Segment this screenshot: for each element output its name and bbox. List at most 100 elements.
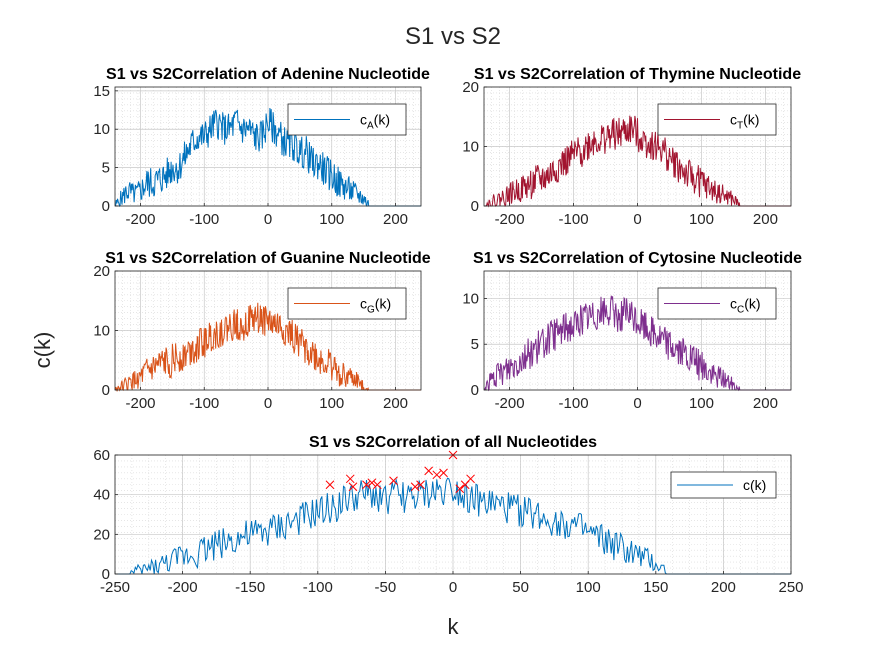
x-tick-label: 0 (449, 579, 457, 596)
peak-marker (345, 474, 355, 484)
peak-marker (389, 476, 398, 486)
peak-marker-stroke (416, 480, 425, 490)
x-tick-label: 200 (383, 211, 408, 228)
y-tick-label: 10 (462, 139, 479, 156)
legend: c(k) (670, 471, 777, 499)
panel-title: S1 vs S2Correlation of Thymine Nucleotid… (474, 66, 801, 83)
peak-marker-stroke (372, 480, 382, 490)
x-tick-label: 100 (689, 395, 714, 412)
y-tick-label: 5 (102, 160, 110, 177)
peak-marker (348, 482, 358, 492)
x-tick-label: -200 (125, 211, 155, 228)
x-tick-label: -100 (189, 395, 219, 412)
x-tick-label: 0 (633, 211, 641, 228)
y-tick-label: 60 (93, 447, 110, 464)
y-tick-label: 0 (471, 198, 479, 215)
x-tick-label: 0 (264, 395, 272, 412)
legend: cG(k) (287, 287, 407, 320)
x-tick-label: -200 (495, 211, 525, 228)
peak-marker-stroke (455, 484, 465, 494)
legend-label: cT(k) (730, 112, 759, 132)
figure-xlabel: k (448, 614, 460, 639)
y-tick-label: 20 (93, 526, 110, 543)
peak-marker (372, 480, 382, 490)
panel-title: S1 vs S2Correlation of Cytosine Nucleoti… (473, 250, 802, 267)
y-tick-label: 20 (93, 263, 110, 280)
peak-marker (424, 466, 434, 476)
y-tick-label: 40 (93, 487, 110, 504)
legend-label: cA(k) (360, 112, 390, 132)
peak-marker (362, 480, 371, 490)
peak-marker (367, 478, 377, 488)
x-tick-label: -100 (189, 211, 219, 228)
x-tick-label: 200 (383, 395, 408, 412)
peak-marker-stroke (362, 480, 371, 490)
x-tick-label: -150 (235, 579, 265, 596)
x-tick-label: 100 (319, 395, 344, 412)
peak-marker-stroke (466, 474, 475, 484)
legend: cT(k) (657, 103, 777, 136)
peak-marker-stroke (432, 470, 442, 480)
legend: cA(k) (287, 103, 407, 136)
x-tick-label: -200 (168, 579, 198, 596)
peak-marker-stroke (325, 480, 335, 490)
peak-marker-stroke (345, 474, 355, 484)
x-tick-label: 200 (753, 395, 778, 412)
x-tick-label: 50 (512, 579, 529, 596)
x-tick-label: -250 (100, 579, 130, 596)
x-tick-label: 100 (689, 211, 714, 228)
peak-marker (455, 484, 465, 494)
y-tick-label: 10 (93, 121, 110, 138)
legend-label: cG(k) (360, 296, 391, 316)
x-tick-label: 250 (778, 579, 803, 596)
peak-marker (416, 480, 425, 490)
y-tick-label: 0 (102, 566, 110, 583)
y-tick-label: 0 (471, 382, 479, 399)
x-tick-label: -50 (375, 579, 397, 596)
figure-ylabel: c(k) (30, 332, 55, 369)
legend-label: c(k) (743, 477, 766, 493)
y-tick-label: 10 (93, 323, 110, 340)
peak-marker (466, 474, 475, 484)
y-tick-label: 5 (471, 336, 479, 353)
peak-marker-stroke (439, 468, 448, 478)
panel-title: S1 vs S2Correlation of Guanine Nucleotid… (105, 250, 431, 267)
panel-4: -200 -100 0 100 200 0 5 10 S1 vs S2Correlation o… (462, 250, 802, 412)
y-tick-label: 0 (102, 198, 110, 215)
x-tick-label: -100 (303, 579, 333, 596)
peak-marker (325, 480, 335, 490)
y-tick-label: 15 (93, 83, 110, 100)
peak-marker (410, 482, 420, 492)
x-tick-label: -100 (559, 395, 589, 412)
y-tick-label: 0 (102, 382, 110, 399)
x-tick-label: 200 (711, 579, 736, 596)
peak-marker (439, 468, 448, 478)
figure-title: S1 vs S2 (405, 23, 501, 50)
peak-marker-stroke (424, 466, 434, 476)
x-tick-label: -200 (125, 395, 155, 412)
peak-marker (432, 470, 442, 480)
y-tick-label: 10 (462, 290, 479, 307)
x-tick-label: 0 (264, 211, 272, 228)
peak-marker-stroke (367, 478, 377, 488)
y-tick-label: 20 (462, 79, 479, 96)
panel-5: -250 -200 -150 -100 -50 0 50 100 150 200 250 0 20 40 6… (93, 434, 803, 596)
legend-label: cC(k) (730, 296, 761, 316)
legend: cC(k) (657, 287, 777, 320)
panel-title: S1 vs S2Correlation of all Nucleotides (309, 434, 597, 451)
x-tick-label: -200 (495, 395, 525, 412)
x-tick-label: 100 (576, 579, 601, 596)
x-tick-label: 100 (319, 211, 344, 228)
panel-title: S1 vs S2Correlation of Adenine Nucleotid… (106, 66, 430, 83)
x-tick-label: 0 (633, 395, 641, 412)
x-tick-label: 150 (643, 579, 668, 596)
peak-marker-stroke (410, 482, 420, 492)
peak-marker-stroke (348, 482, 358, 492)
x-tick-label: 200 (753, 211, 778, 228)
peak-marker-stroke (389, 476, 398, 486)
x-tick-label: -100 (559, 211, 589, 228)
